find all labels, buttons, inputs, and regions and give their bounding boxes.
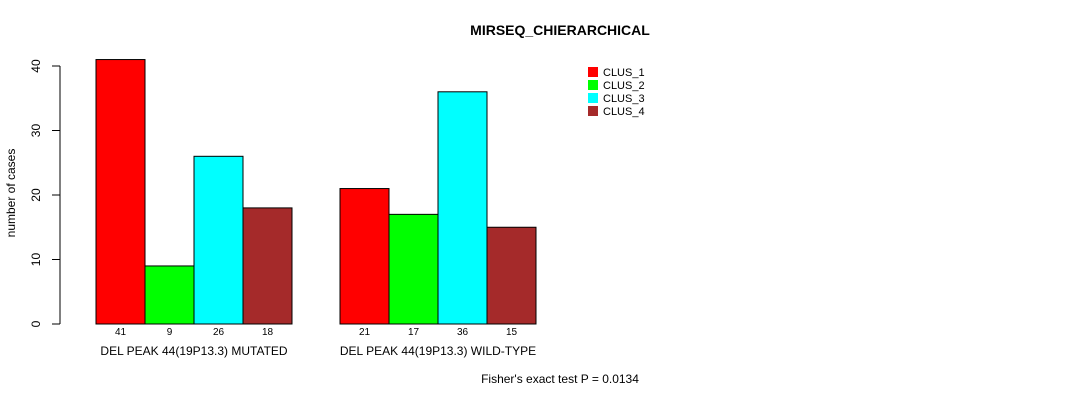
- bar-count-label: 9: [167, 327, 173, 338]
- bar-count-label: 41: [115, 327, 127, 338]
- y-tick-label: 20: [29, 188, 43, 202]
- bar-count-label: 15: [506, 327, 518, 338]
- bar-clus-2-group-1: [144, 265, 195, 325]
- group-label: DEL PEAK 44(19P13.3) MUTATED: [100, 344, 288, 358]
- legend-label: CLUS_3: [603, 93, 645, 105]
- y-axis: 0 10 20 30 40 number of cases: [4, 59, 61, 327]
- chart-title: MIRSEQ_CHIERARCHICAL: [470, 22, 650, 38]
- bars: [95, 59, 537, 325]
- bar-count-label: 21: [359, 327, 371, 338]
- legend-label: CLUS_2: [603, 80, 645, 92]
- y-tick-label: 0: [29, 320, 43, 327]
- legend-swatch: [588, 67, 598, 77]
- fisher-test-footnote: Fisher's exact test P = 0.0134: [481, 372, 639, 386]
- bar-clus-3-group-2: [437, 91, 488, 325]
- bar-count-label: 17: [408, 327, 420, 338]
- bar-clus-4-group-2: [486, 226, 537, 325]
- legend-swatch: [588, 93, 598, 103]
- bar-clus-3-group-1: [193, 155, 244, 325]
- legend-label: CLUS_4: [603, 106, 645, 118]
- y-axis-label: number of cases: [4, 149, 18, 238]
- legend-label: CLUS_1: [603, 67, 645, 79]
- bar-count-label: 36: [457, 327, 469, 338]
- y-tick-label: 40: [29, 59, 43, 73]
- bar-count-label: 26: [213, 327, 225, 338]
- y-tick-label: 30: [29, 124, 43, 138]
- bar-count-label: 18: [262, 327, 274, 338]
- y-tick-label: 10: [29, 253, 43, 267]
- group-labels: DEL PEAK 44(19P13.3) MUTATED DEL PEAK 44(…: [100, 344, 536, 358]
- y-ticks: 0 10 20 30 40: [29, 59, 60, 327]
- bar-clus-4-group-1: [242, 207, 293, 325]
- group-label: DEL PEAK 44(19P13.3) WILD-TYPE: [340, 344, 536, 358]
- value-labels: 41 9 26 18 21 17 36 15: [115, 327, 518, 338]
- bar-clus-1-group-1: [95, 59, 146, 325]
- bar-clus-1-group-2: [339, 188, 390, 325]
- bar-clus-2-group-2: [388, 213, 439, 325]
- legend-swatch: [588, 80, 598, 90]
- legend-swatch: [588, 106, 598, 116]
